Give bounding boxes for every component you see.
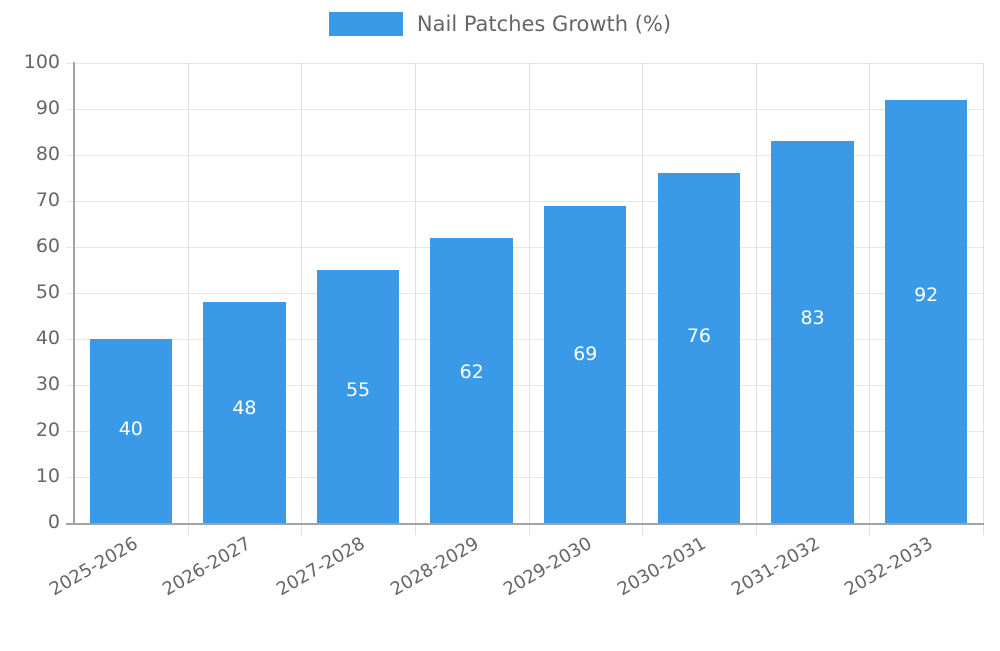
bar-chart: Nail Patches Growth (%) 0 10 20 30 40 50 60 70 8… <box>0 12 1000 600</box>
gridline-horizontal <box>66 477 983 478</box>
bar-value-label: 40 <box>118 417 143 440</box>
bar-value-label: 76 <box>686 325 712 348</box>
plot-area: 40 48 55 62 69 76 83 92 <box>66 62 984 535</box>
gridline-horizontal <box>66 201 983 202</box>
bar-value-label: 55 <box>345 379 371 402</box>
gridline-horizontal <box>66 431 983 432</box>
y-axis-tick-label: 100 <box>23 51 60 73</box>
gridline-vertical <box>301 63 302 535</box>
y-axis-tick-label: 10 <box>35 465 60 487</box>
gridline-horizontal <box>66 339 983 340</box>
bar[interactable]: 76 <box>657 173 741 523</box>
legend-item-nail-patches-growth[interactable]: Nail Patches Growth (%) <box>328 11 672 36</box>
gridline-vertical <box>188 63 189 535</box>
bar-value-label: 83 <box>800 307 825 330</box>
y-axis-tick-label: 80 <box>35 143 60 165</box>
gridline-vertical <box>415 63 416 535</box>
y-axis-tick-label: 0 <box>47 511 60 533</box>
gridline-vertical <box>869 63 870 535</box>
gridline-vertical <box>983 63 984 535</box>
gridline-horizontal <box>66 109 983 110</box>
bar[interactable]: 83 <box>771 141 854 523</box>
gridline-vertical <box>756 63 757 535</box>
bar[interactable]: 69 <box>544 205 627 523</box>
bar[interactable]: 40 <box>89 339 172 523</box>
gridline-horizontal <box>66 247 983 248</box>
y-axis-line <box>73 62 75 524</box>
gridline-horizontal <box>66 385 983 386</box>
x-axis-line <box>66 523 984 525</box>
gridline-horizontal <box>66 63 983 64</box>
legend-swatch-icon <box>328 12 403 36</box>
y-axis-tick-label: 40 <box>35 327 60 349</box>
bar-value-label: 92 <box>914 284 939 307</box>
y-axis-tick-label: 90 <box>35 97 60 119</box>
gridline-horizontal <box>66 155 983 156</box>
bar[interactable]: 92 <box>884 99 968 523</box>
bar-value-label: 48 <box>232 397 257 420</box>
bar[interactable]: 62 <box>430 237 513 523</box>
bar[interactable]: 48 <box>203 302 286 523</box>
y-axis-tick-label: 30 <box>35 373 60 395</box>
gridline-vertical <box>642 63 643 535</box>
y-axis-tick-label: 60 <box>35 235 60 257</box>
y-axis-tick-label: 20 <box>35 419 60 441</box>
bar-value-label: 62 <box>459 361 484 384</box>
bar[interactable]: 55 <box>316 270 400 523</box>
gridline-vertical <box>529 63 530 535</box>
chart-legend: Nail Patches Growth (%) <box>0 12 1000 36</box>
y-axis-tick-label: 70 <box>35 189 60 211</box>
legend-label: Nail Patches Growth (%) <box>416 11 672 36</box>
bar-value-label: 69 <box>573 343 598 366</box>
gridline-horizontal <box>66 293 983 294</box>
y-axis-tick-label: 50 <box>35 281 60 303</box>
